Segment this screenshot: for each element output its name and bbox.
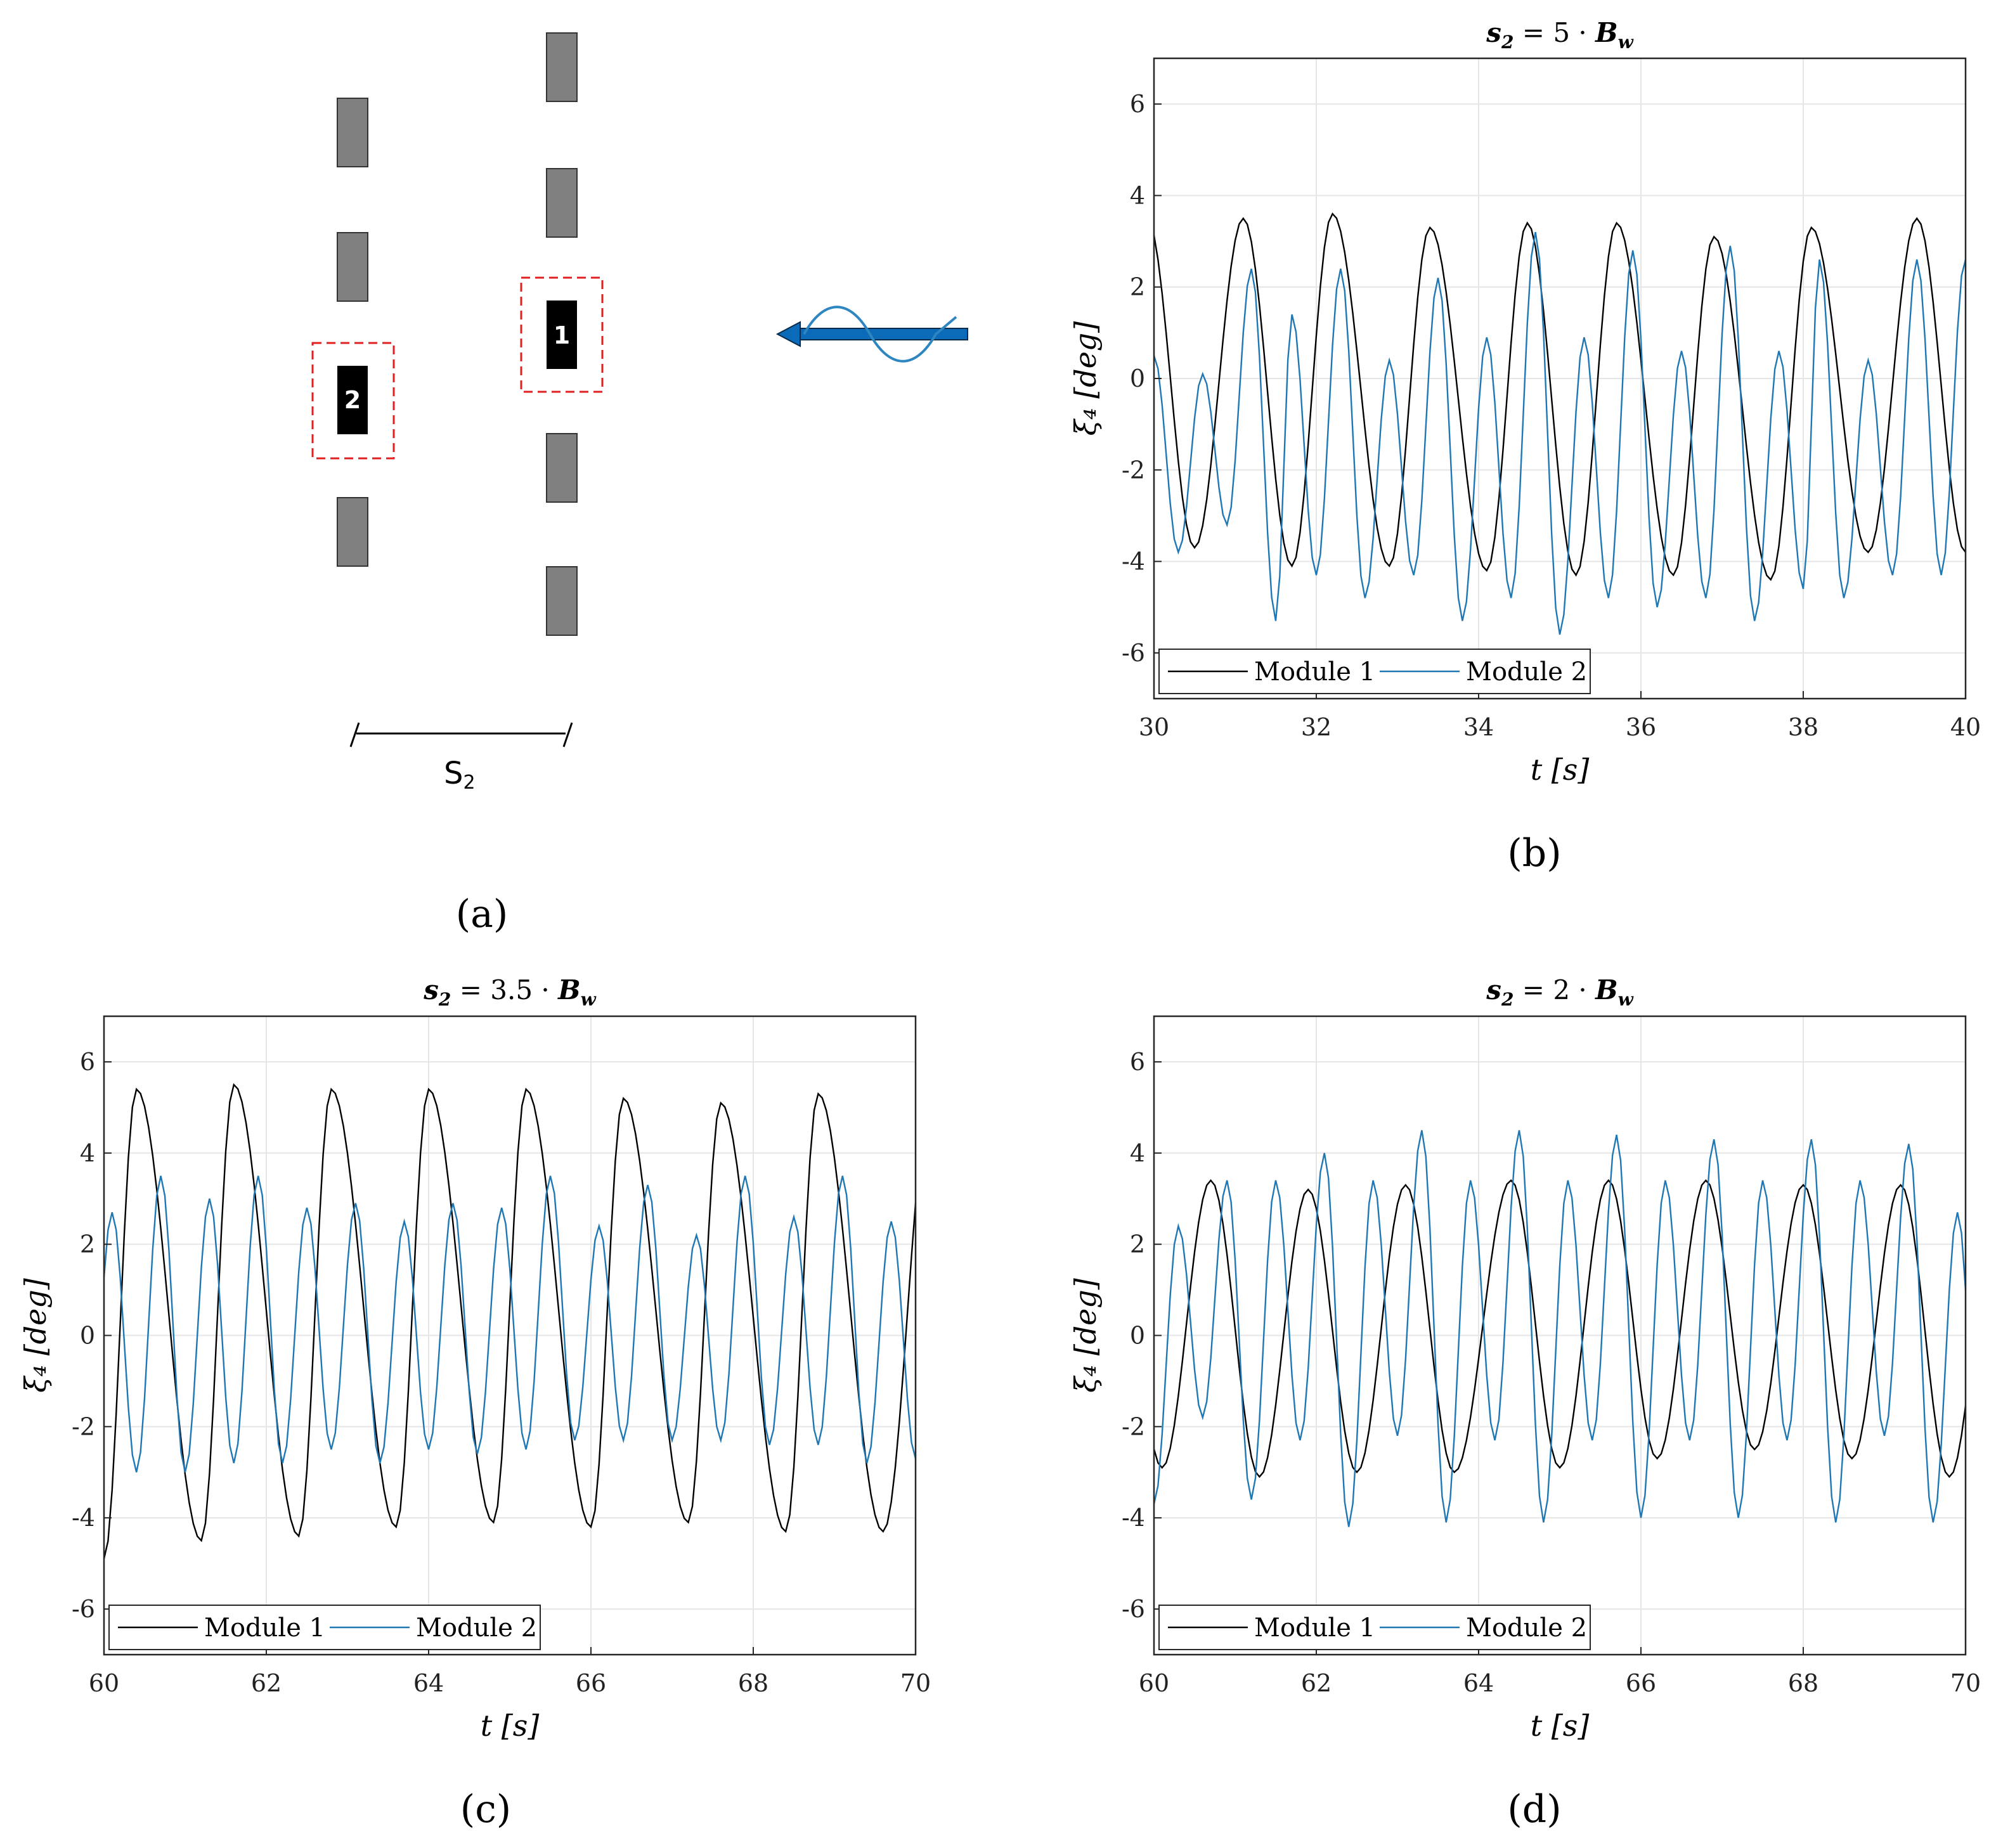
grey-module-cell (546, 433, 578, 503)
module-1-label: 1 (554, 321, 570, 349)
y-tick-label: 2 (1130, 1231, 1145, 1258)
x-axis-label: t [s] (1531, 1709, 1590, 1743)
legend-entry: Module 1 (204, 1613, 325, 1643)
caption-d: (d) (1507, 1787, 1561, 1832)
y-tick-label: 6 (1130, 1048, 1145, 1076)
y-axis-label: ξ₄ [deg] (18, 1278, 53, 1392)
series-line-1 (1153, 1179, 1967, 1478)
chart-title: s2 = 3.5 · Bw (423, 974, 596, 1010)
y-tick-label: 6 (80, 1048, 95, 1076)
series-line-2 (103, 1175, 917, 1473)
y-tick-label: -6 (72, 1595, 95, 1623)
x-tick-label: 32 (1301, 713, 1332, 741)
chart-panel-c: s2 = 3.5 · Bw (c) 60 62 64 66 68 70 -6 -4 -2 0 2 4 6… (18, 974, 931, 1832)
series-line-1 (1153, 212, 1966, 581)
y-tick-label: -2 (72, 1412, 95, 1440)
x-tick-label: 66 (576, 1669, 606, 1697)
x-tick-label: 62 (251, 1669, 282, 1697)
chart-panel-d: s2 = 2 · Bw (d) 60 62 64 66 68 70 -6 -4 -2 0 2 4 6 t … (1068, 974, 1981, 1832)
y-tick-label: 2 (80, 1231, 95, 1258)
wave-direction-arrow (775, 306, 968, 363)
legend: Module 1 Module 2 (1158, 1605, 1591, 1650)
legend-entry: Module 1 (1254, 1613, 1375, 1643)
caption-c: (c) (460, 1787, 511, 1832)
x-tick-label: 68 (1788, 1669, 1818, 1697)
series-line-1 (103, 1083, 917, 1560)
grey-module-cell (546, 566, 578, 636)
x-tick-label: 70 (1950, 1669, 1981, 1697)
x-tick-label: 66 (1626, 1669, 1656, 1697)
x-tick-label: 60 (1139, 1669, 1169, 1697)
grey-module-cell (546, 168, 578, 238)
grey-module-cell (337, 232, 368, 302)
legend-entry: Module 2 (1466, 657, 1587, 687)
module-2-label: 2 (344, 386, 361, 414)
y-tick-label: 0 (1130, 1322, 1145, 1350)
x-tick-label: 70 (900, 1669, 931, 1697)
y-tick-label: -6 (1122, 639, 1145, 667)
y-axis-label: ξ₄ [deg] (1068, 321, 1103, 436)
x-tick-label: 64 (413, 1669, 444, 1697)
module-2-highlight-box (311, 342, 395, 460)
caption-a: (a) (456, 892, 509, 936)
y-tick-label: 6 (1130, 90, 1145, 118)
y-tick-label: -4 (1122, 1504, 1145, 1532)
y-tick-label: -2 (1122, 456, 1145, 484)
y-tick-label: 4 (1130, 1139, 1145, 1167)
x-tick-label: 38 (1788, 713, 1818, 741)
chart-panel-b: s2 = 5 · Bw (b) 30 32 34 36 38 40 -6 -4 -2 0 2 4 6 t … (1068, 17, 1981, 876)
x-tick-label: 40 (1950, 713, 1981, 741)
x-tick-label: 64 (1463, 1669, 1494, 1697)
y-tick-label: -4 (72, 1504, 95, 1532)
legend: Module 1 Module 2 (1158, 649, 1591, 694)
wave-icon (803, 306, 957, 363)
spacing-dimension: S2 (349, 722, 573, 794)
x-tick-label: 36 (1626, 713, 1656, 741)
x-axis-label: t [s] (481, 1709, 540, 1743)
series-line-2 (1153, 231, 1967, 635)
x-tick-label: 62 (1301, 1669, 1332, 1697)
y-tick-label: 0 (80, 1322, 95, 1350)
chart-title: s2 = 5 · Bw (1486, 17, 1633, 53)
legend-entry: Module 2 (416, 1613, 537, 1643)
y-tick-label: -6 (1122, 1595, 1145, 1623)
module-2-block (337, 366, 368, 434)
legend-entry: Module 2 (1466, 1613, 1587, 1643)
legend-entry: Module 1 (1254, 657, 1375, 687)
x-axis-label: t [s] (1531, 753, 1590, 787)
x-tick-label: 34 (1463, 713, 1494, 741)
panel-a-schematic: 1 2 S2 (a) (311, 32, 968, 936)
y-tick-label: 4 (1130, 181, 1145, 209)
x-tick-label: 30 (1139, 713, 1169, 741)
spacing-label: S2 (444, 756, 476, 794)
legend: Module 1 Module 2 (108, 1605, 541, 1650)
y-tick-label: 2 (1130, 273, 1145, 301)
x-tick-label: 60 (89, 1669, 119, 1697)
y-tick-label: -4 (1122, 548, 1145, 576)
grey-module-cell (546, 32, 578, 102)
grey-module-cell (337, 497, 368, 567)
y-tick-label: -2 (1122, 1412, 1145, 1440)
grey-module-cell (337, 98, 368, 167)
chart-title: s2 = 2 · Bw (1486, 974, 1633, 1010)
series-line-2 (1153, 1130, 1967, 1527)
caption-b: (b) (1507, 831, 1561, 876)
module-1-block (547, 300, 577, 369)
x-tick-label: 68 (738, 1669, 768, 1697)
y-tick-label: 4 (80, 1139, 95, 1167)
y-tick-label: 0 (1130, 365, 1145, 392)
y-axis-label: ξ₄ [deg] (1068, 1278, 1103, 1392)
